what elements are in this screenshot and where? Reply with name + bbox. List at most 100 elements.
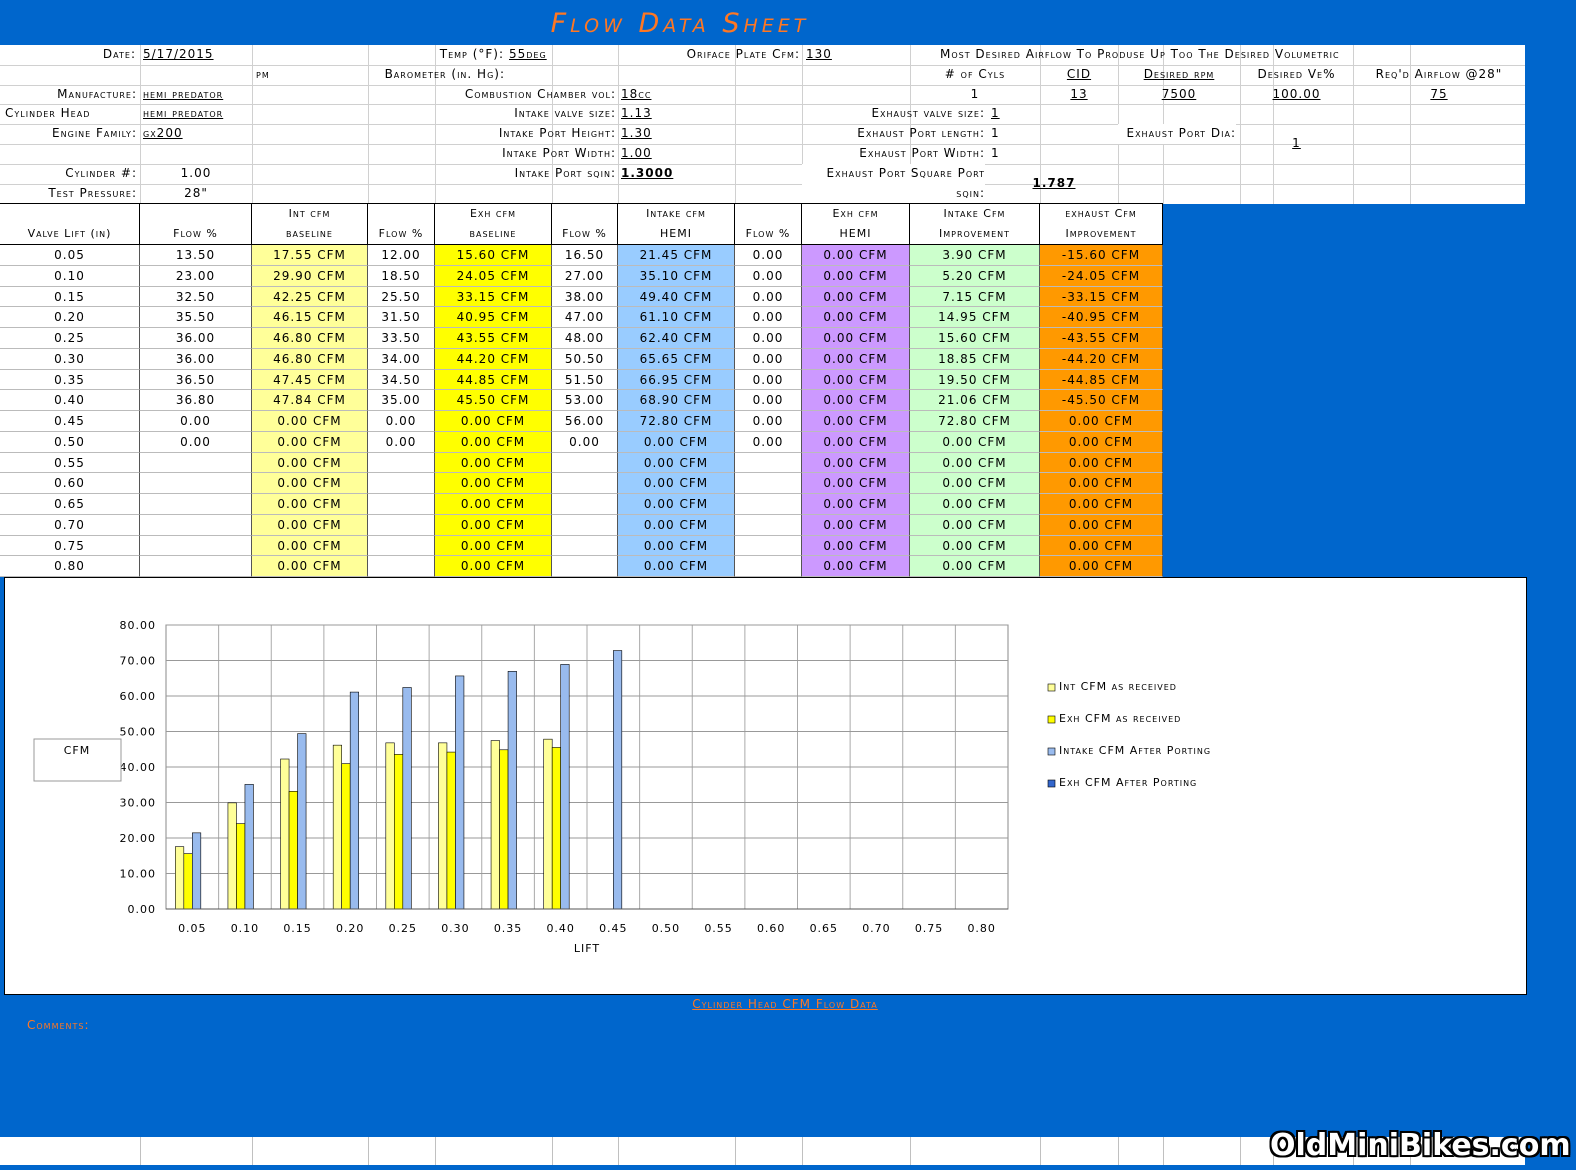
grid-line xyxy=(552,1137,553,1165)
grid-line xyxy=(140,1137,141,1165)
cyls-label: # of Cyls xyxy=(944,66,1006,81)
column-header: Flow % xyxy=(140,203,252,245)
grid-line xyxy=(802,1137,803,1165)
table-cell xyxy=(735,535,802,557)
grid-line xyxy=(1040,45,1041,204)
table-cell: 12.00 xyxy=(368,245,435,266)
table-cell xyxy=(552,556,618,577)
y-axis-title: CFM xyxy=(64,744,91,757)
table-cell: 0.20 xyxy=(0,307,140,328)
exh-width: 1 xyxy=(991,146,1000,160)
bar xyxy=(227,802,237,910)
header-line: Flow % xyxy=(745,227,791,240)
table-cell: 0.00 xyxy=(140,411,252,432)
exh-sqin: 1.787 xyxy=(1032,175,1076,190)
bar xyxy=(385,742,395,910)
rpm: 7500 xyxy=(1161,86,1197,101)
grid-line xyxy=(618,1137,619,1165)
table-cell: 0.00 CFM xyxy=(802,431,910,453)
bar xyxy=(183,853,193,910)
int-valve: 1.13 xyxy=(621,106,652,121)
grid-line xyxy=(0,144,1525,145)
table-cell: 42.25 CFM xyxy=(252,286,368,308)
header-line: Flow % xyxy=(173,227,218,240)
table-cell: 72.80 CFM xyxy=(618,411,735,432)
x-tick-label: 0.50 xyxy=(652,922,681,935)
family-label: Engine Family: xyxy=(52,126,137,141)
table-cell: 15.60 CFM xyxy=(910,328,1040,349)
grid-line xyxy=(618,45,619,204)
exh-dia-label: Exhaust Port Dia: xyxy=(1118,124,1236,144)
grid-line xyxy=(735,1137,736,1165)
table-cell: 0.00 CFM xyxy=(252,535,368,557)
table-cell: 0.00 CFM xyxy=(910,535,1040,557)
table-cell: 0.00 CFM xyxy=(435,431,552,453)
cid: 13 xyxy=(1070,86,1088,101)
exh-width-label: Exhaust Port Width: xyxy=(859,146,985,160)
grid-line xyxy=(735,45,736,204)
table-cell: 18.50 xyxy=(368,265,435,287)
grid-line xyxy=(1410,1137,1411,1165)
table-cell: 0.00 xyxy=(735,328,802,349)
legend-swatch xyxy=(1047,779,1056,788)
grid-line xyxy=(1273,45,1274,204)
ve: 100.00 xyxy=(1272,86,1321,101)
column-header: Flow % xyxy=(735,203,802,245)
header-line: baseline xyxy=(469,227,517,240)
bar xyxy=(244,784,254,910)
int-height-label: Intake Port Height: xyxy=(498,126,616,141)
table-cell: 0.00 CFM xyxy=(802,514,910,536)
x-tick-label: 0.20 xyxy=(336,922,365,935)
column-header: Int cfm baseline xyxy=(252,203,368,245)
table-cell: 47.00 xyxy=(552,307,618,328)
y-tick-label: 80.00 xyxy=(120,619,157,632)
table-cell: 46.80 CFM xyxy=(252,348,368,370)
table-cell: 66.95 CFM xyxy=(618,369,735,391)
bar xyxy=(438,742,448,910)
table-cell: 0.00 CFM xyxy=(435,494,552,515)
grid-line xyxy=(1273,1137,1274,1165)
y-tick-label: 30.00 xyxy=(120,797,157,810)
date: 5/17/2015 xyxy=(143,47,214,61)
column-header: Exh cfm HEMI xyxy=(802,203,910,245)
table-cell: 0.30 xyxy=(0,348,140,370)
chart-caption: Cylinder Head CFM Flow Data xyxy=(692,997,878,1011)
legend-swatch xyxy=(1047,683,1056,692)
grid-line xyxy=(0,64,1525,66)
table-cell: 65.65 CFM xyxy=(618,348,735,370)
temp: 55deg xyxy=(509,47,547,61)
legend-swatch xyxy=(1047,747,1056,756)
table-cell: 19.50 CFM xyxy=(910,369,1040,391)
table-cell: 0.00 CFM xyxy=(802,473,910,494)
table-cell: 24.05 CFM xyxy=(435,265,552,287)
table-cell: 18.85 CFM xyxy=(910,348,1040,370)
table-cell: 0.00 xyxy=(735,369,802,391)
temp-label: Temp (°F): xyxy=(439,47,504,61)
table-cell: 32.50 xyxy=(140,286,252,308)
table-cell xyxy=(368,494,435,515)
table-cell: 33.50 xyxy=(368,328,435,349)
grid-line xyxy=(1410,45,1411,204)
table-cell: 68.90 CFM xyxy=(618,390,735,411)
table-cell: 0.00 CFM xyxy=(1040,411,1163,432)
column-header: Intake cfm HEMI xyxy=(618,203,735,245)
table-cell: 0.00 CFM xyxy=(435,452,552,474)
grid-line xyxy=(252,45,253,204)
grid-line xyxy=(0,124,1525,126)
table-cell xyxy=(735,556,802,577)
table-cell: 38.00 xyxy=(552,286,618,308)
chamber-label: Combustion Chamber vol: xyxy=(464,86,616,101)
table-cell: 0.00 CFM xyxy=(1040,556,1163,577)
table-cell: -33.15 CFM xyxy=(1040,286,1163,308)
header-line: Valve Lift (in) xyxy=(27,227,112,240)
y-tick-label: 70.00 xyxy=(120,655,157,668)
bar xyxy=(543,738,553,910)
table-cell: 43.55 CFM xyxy=(435,328,552,349)
table-cell xyxy=(368,514,435,536)
table-cell: -44.85 CFM xyxy=(1040,369,1163,391)
title: Flow Data Sheet xyxy=(550,8,810,39)
x-tick-label: 0.60 xyxy=(757,922,786,935)
table-cell: 0.00 CFM xyxy=(435,473,552,494)
header-line: Exh cfm xyxy=(469,207,517,220)
date-label: Date: xyxy=(102,47,136,61)
